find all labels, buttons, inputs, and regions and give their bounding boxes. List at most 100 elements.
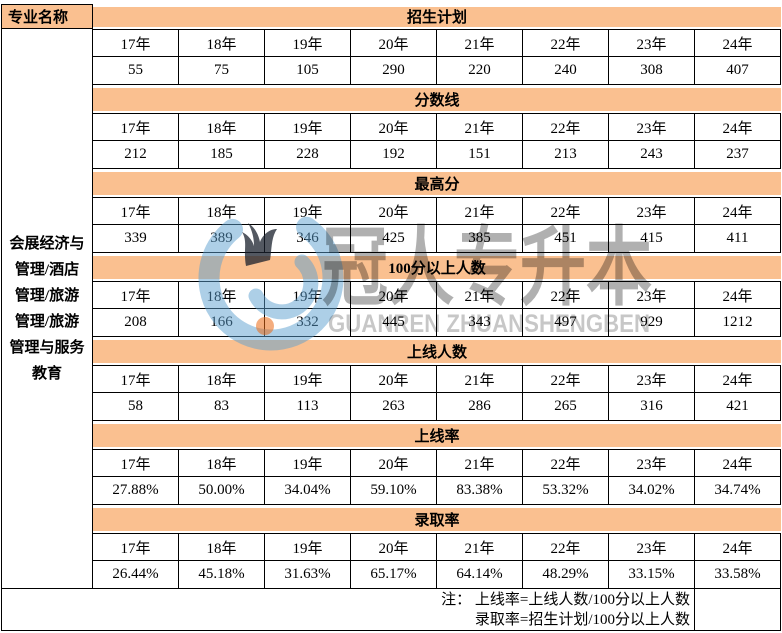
year-cell: 22年 <box>523 365 609 393</box>
year-cell: 24年 <box>695 29 781 57</box>
year-cell: 19年 <box>265 365 351 393</box>
value-cell: 213 <box>523 141 609 169</box>
value-cell: 53.32% <box>523 477 609 505</box>
year-cell: 19年 <box>265 29 351 57</box>
value-cell: 339 <box>93 225 179 253</box>
section-header: 上线率 <box>93 421 781 449</box>
footnote-line-2: 录取率=招生计划/100分以上人数 <box>474 611 690 628</box>
value-cell: 185 <box>179 141 265 169</box>
year-cell: 21年 <box>437 533 523 561</box>
value-cell: 415 <box>609 225 695 253</box>
section-header: 最高分 <box>93 169 781 197</box>
value-cell: 290 <box>351 57 437 85</box>
specialty-line: 管理与服务 <box>9 339 85 356</box>
year-cell: 18年 <box>179 281 265 309</box>
value-cell: 237 <box>695 141 781 169</box>
value-cell: 75 <box>179 57 265 85</box>
year-cell: 17年 <box>93 29 179 57</box>
year-cell: 22年 <box>523 29 609 57</box>
year-cell: 21年 <box>437 281 523 309</box>
value-cell: 220 <box>437 57 523 85</box>
value-cell: 343 <box>437 309 523 337</box>
value-cell: 113 <box>265 393 351 421</box>
value-cell: 34.74% <box>695 477 781 505</box>
value-cell: 451 <box>523 225 609 253</box>
value-cell: 243 <box>609 141 695 169</box>
year-cell: 18年 <box>179 365 265 393</box>
value-cell: 411 <box>695 225 781 253</box>
year-cell: 19年 <box>265 113 351 141</box>
year-cell: 21年 <box>437 197 523 225</box>
value-cell: 166 <box>179 309 265 337</box>
specialty-line: 管理/旅游 <box>14 313 80 330</box>
year-cell: 23年 <box>609 281 695 309</box>
year-cell: 17年 <box>93 365 179 393</box>
value-cell: 316 <box>609 393 695 421</box>
year-cell: 23年 <box>609 29 695 57</box>
year-cell: 20年 <box>351 365 437 393</box>
value-cell: 929 <box>609 309 695 337</box>
value-cell: 497 <box>523 309 609 337</box>
year-cell: 17年 <box>93 281 179 309</box>
value-cell: 308 <box>609 57 695 85</box>
value-cell: 58 <box>93 393 179 421</box>
footnote-row: 注： 上线率=上线人数/100分以上人数 录取率=招生计划/100分以上人数 <box>1 589 781 631</box>
value-cell: 65.17% <box>351 561 437 589</box>
specialty-line: 教育 <box>31 365 62 382</box>
section-header: 100分以上人数 <box>93 253 781 281</box>
value-cell: 263 <box>351 393 437 421</box>
value-cell: 34.02% <box>609 477 695 505</box>
specialty-name-cell: 会展经济与 管理/酒店 管理/旅游 管理/旅游 管理与服务 教育 <box>1 29 93 589</box>
year-cell: 19年 <box>265 281 351 309</box>
value-cell: 83 <box>179 393 265 421</box>
section-header: 录取率 <box>93 505 781 533</box>
value-cell: 389 <box>179 225 265 253</box>
year-cell: 23年 <box>609 449 695 477</box>
year-cell: 22年 <box>523 449 609 477</box>
value-cell: 26.44% <box>93 561 179 589</box>
value-cell: 407 <box>695 57 781 85</box>
value-cell: 50.00% <box>179 477 265 505</box>
value-cell: 192 <box>351 141 437 169</box>
year-cell: 24年 <box>695 113 781 141</box>
specialty-line: 管理/旅游 <box>14 287 80 304</box>
year-cell: 21年 <box>437 29 523 57</box>
value-cell: 55 <box>93 57 179 85</box>
year-cell: 19年 <box>265 449 351 477</box>
footnote-line-1: 注： 上线率=上线人数/100分以上人数 <box>441 591 690 608</box>
year-cell: 20年 <box>351 197 437 225</box>
year-cell: 18年 <box>179 113 265 141</box>
value-cell: 421 <box>695 393 781 421</box>
year-cell: 20年 <box>351 533 437 561</box>
specialty-line: 管理/酒店 <box>14 261 80 278</box>
year-cell: 17年 <box>93 113 179 141</box>
year-cell: 18年 <box>179 533 265 561</box>
value-cell: 105 <box>265 57 351 85</box>
value-cell: 34.04% <box>265 477 351 505</box>
value-cell: 240 <box>523 57 609 85</box>
year-cell: 23年 <box>609 113 695 141</box>
value-cell: 228 <box>265 141 351 169</box>
footnote-empty-cell <box>695 589 781 631</box>
value-cell: 33.58% <box>695 561 781 589</box>
year-cell: 22年 <box>523 533 609 561</box>
value-cell: 385 <box>437 225 523 253</box>
section-header: 招生计划 <box>93 4 781 29</box>
value-cell: 31.63% <box>265 561 351 589</box>
value-cell: 33.15% <box>609 561 695 589</box>
value-cell: 64.14% <box>437 561 523 589</box>
year-cell: 19年 <box>265 197 351 225</box>
specialty-line: 会展经济与 <box>9 235 85 252</box>
value-cell: 286 <box>437 393 523 421</box>
value-cell: 83.38% <box>437 477 523 505</box>
year-cell: 24年 <box>695 365 781 393</box>
footnote-cell: 注： 上线率=上线人数/100分以上人数 录取率=招生计划/100分以上人数 <box>1 589 695 631</box>
year-cell: 24年 <box>695 533 781 561</box>
corner-header: 专业名称 <box>1 4 93 29</box>
year-cell: 18年 <box>179 197 265 225</box>
year-cell: 24年 <box>695 281 781 309</box>
value-cell: 332 <box>265 309 351 337</box>
year-cell: 17年 <box>93 197 179 225</box>
year-cell: 17年 <box>93 449 179 477</box>
